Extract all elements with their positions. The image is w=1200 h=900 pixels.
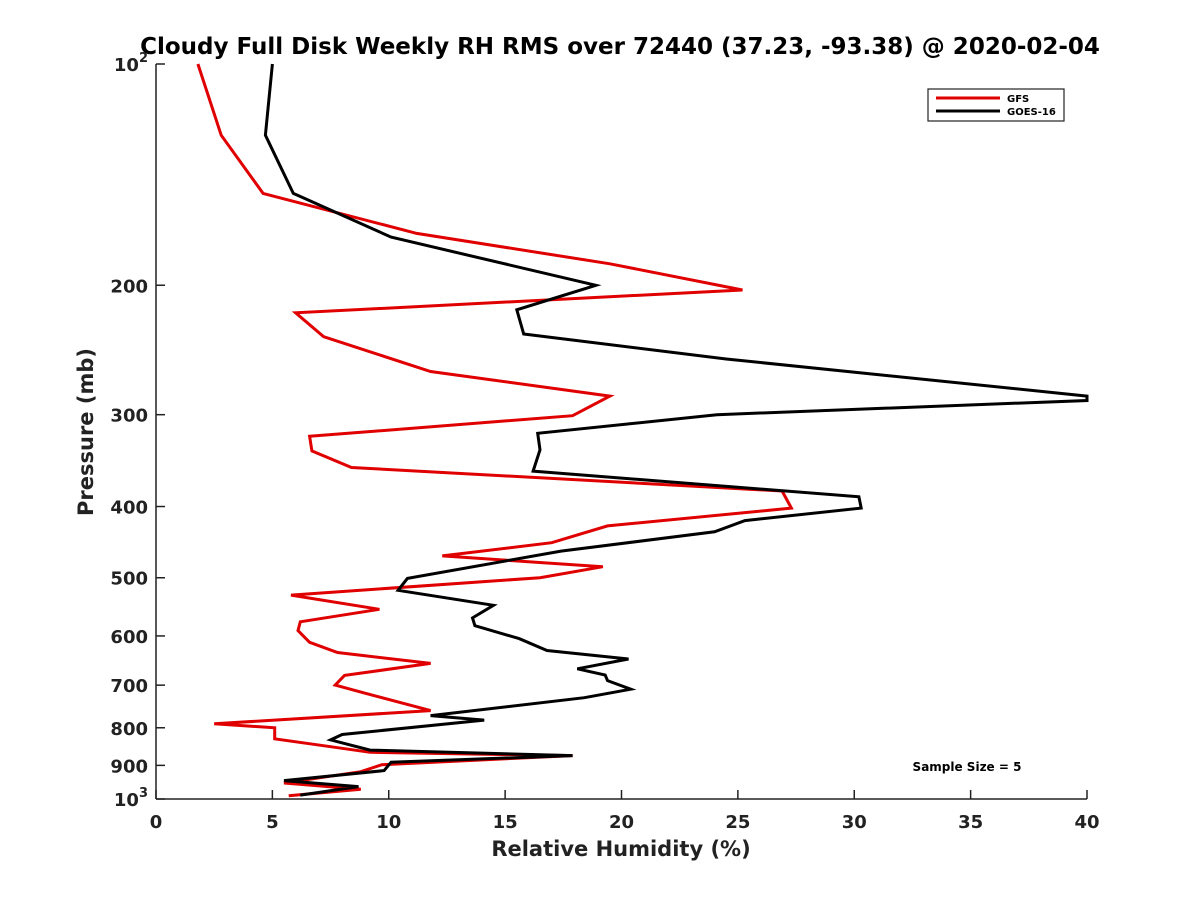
y-tick-label: 500 <box>110 569 148 590</box>
x-tick-label: 25 <box>725 812 750 833</box>
x-tick-label: 20 <box>609 812 634 833</box>
series-line-goes-16 <box>263 63 1089 797</box>
y-tick-label: 300 <box>110 406 148 427</box>
series-line-gfs <box>196 63 794 798</box>
y-tick-label: 103 <box>114 786 148 811</box>
chart-title: Cloudy Full Disk Weekly RH RMS over 7244… <box>140 34 1100 60</box>
legend-label-gfs: GFS <box>1007 94 1029 105</box>
y-axis-label: Pressure (mb) <box>74 348 98 516</box>
legend-box <box>927 88 1065 122</box>
x-tick-label: 40 <box>1074 812 1099 833</box>
x-tick-label: 10 <box>376 812 401 833</box>
x-tick-label: 0 <box>150 812 163 833</box>
y-tick-label: 400 <box>110 498 148 519</box>
plot-area <box>196 63 1089 798</box>
y-tick-label: 600 <box>110 627 148 648</box>
y-tick-label: 700 <box>110 676 148 697</box>
y-tick-label: 800 <box>110 719 148 740</box>
y-tick-label: 102 <box>114 51 148 76</box>
y-tick-label: 900 <box>110 756 148 777</box>
x-tick-label: 30 <box>842 812 867 833</box>
sample-size-annotation: Sample Size = 5 <box>913 760 1022 774</box>
x-tick-label: 35 <box>958 812 983 833</box>
y-ticks: 102 200 300 400 500 600 700 800 900 103 <box>110 51 165 811</box>
x-tick-label: 15 <box>493 812 518 833</box>
x-tick-label: 5 <box>266 812 279 833</box>
legend: GFS GOES-16 <box>927 88 1065 122</box>
y-tick-label: 200 <box>110 276 148 297</box>
x-axis-label: Relative Humidity (%) <box>491 837 750 861</box>
legend-label-goes-16: GOES-16 <box>1007 107 1056 118</box>
x-ticks: 0 5 10 15 20 25 30 35 40 <box>150 790 1100 833</box>
plot-frame <box>156 64 1087 799</box>
